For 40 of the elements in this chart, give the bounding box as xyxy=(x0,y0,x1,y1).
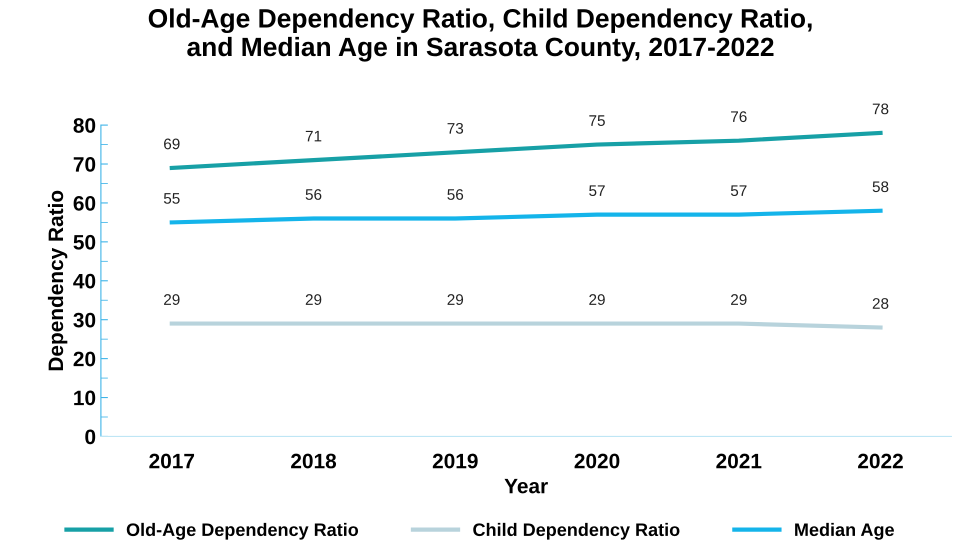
y-tick-label: 10 xyxy=(74,390,96,406)
data-label: 69 xyxy=(164,138,180,150)
y-tick-label: 40 xyxy=(73,274,96,289)
data-label: 56 xyxy=(306,189,322,200)
x-tick-label: 2020 xyxy=(574,454,620,468)
data-label: 29 xyxy=(448,294,464,306)
legend-label: Child Dependency Ratio xyxy=(473,522,680,540)
x-tick-label: 2017 xyxy=(149,454,194,468)
data-label: 29 xyxy=(731,294,747,306)
data-label: 76 xyxy=(731,111,747,122)
data-label: 58 xyxy=(872,181,888,192)
data-label: 57 xyxy=(730,185,746,196)
chart-title: Old-Age Dependency Ratio, Child Dependency Ratio, and Median Age in Sarasota County, 2017-2022 xyxy=(148,8,812,62)
y-tick-label: 80 xyxy=(74,118,96,133)
data-label: 29 xyxy=(306,294,322,306)
line-series xyxy=(170,208,883,224)
y-tick-label: 30 xyxy=(73,312,96,328)
y-tick-label: 70 xyxy=(74,157,96,172)
data-label: 78 xyxy=(872,103,888,114)
legend-label: Old-Age Dependency Ratio xyxy=(126,522,358,540)
data-label: 57 xyxy=(589,185,605,196)
y-tick-label: 60 xyxy=(74,196,96,211)
y-tick-label: 20 xyxy=(74,352,96,366)
data-label: 55 xyxy=(164,193,180,204)
data-label: 28 xyxy=(872,298,888,309)
data-label: 71 xyxy=(306,130,322,142)
data-label: 29 xyxy=(589,294,605,306)
x-axis-title: Year xyxy=(504,478,548,494)
data-label: 29 xyxy=(164,294,180,306)
x-tick-label: 2019 xyxy=(432,454,478,468)
x-tick-label: 2021 xyxy=(716,454,762,468)
y-tick-label: 0 xyxy=(85,429,96,444)
x-tick-label: 2018 xyxy=(291,454,336,468)
data-label: 73 xyxy=(448,122,464,134)
y-tick-label: 50 xyxy=(74,234,96,250)
data-label: 56 xyxy=(447,189,464,200)
data-label: 75 xyxy=(589,115,605,126)
y-axis-title: Dependency Ratio xyxy=(48,190,68,370)
legend-label: Median Age xyxy=(795,522,894,540)
x-tick-label: 2022 xyxy=(858,454,903,468)
